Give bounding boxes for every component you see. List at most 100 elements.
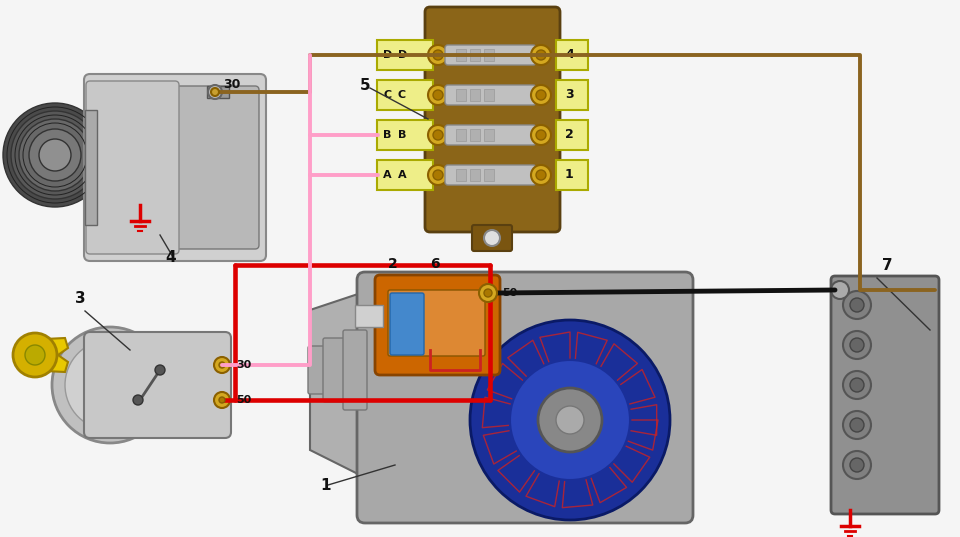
FancyBboxPatch shape <box>166 86 259 249</box>
FancyBboxPatch shape <box>357 272 693 523</box>
Circle shape <box>52 327 168 443</box>
Text: B: B <box>383 130 392 140</box>
FancyBboxPatch shape <box>343 330 367 410</box>
Bar <box>456 169 466 181</box>
Circle shape <box>19 119 91 191</box>
Bar <box>484 169 494 181</box>
Polygon shape <box>310 290 370 480</box>
FancyBboxPatch shape <box>323 338 347 402</box>
FancyBboxPatch shape <box>556 40 588 70</box>
FancyBboxPatch shape <box>308 346 332 394</box>
Circle shape <box>214 392 230 408</box>
Circle shape <box>850 338 864 352</box>
FancyBboxPatch shape <box>375 275 500 375</box>
Bar <box>456 89 466 101</box>
Circle shape <box>3 103 107 207</box>
FancyBboxPatch shape <box>556 80 588 110</box>
Text: 3: 3 <box>75 291 85 306</box>
Circle shape <box>433 50 443 60</box>
Circle shape <box>214 357 230 373</box>
Circle shape <box>843 331 871 359</box>
FancyBboxPatch shape <box>84 332 231 438</box>
Circle shape <box>428 85 448 105</box>
Circle shape <box>11 111 99 199</box>
Circle shape <box>531 125 551 145</box>
FancyBboxPatch shape <box>445 45 536 65</box>
Bar <box>470 49 480 61</box>
Circle shape <box>39 139 71 171</box>
Circle shape <box>479 284 497 302</box>
FancyBboxPatch shape <box>84 74 266 261</box>
Bar <box>484 89 494 101</box>
FancyBboxPatch shape <box>86 81 179 254</box>
Circle shape <box>433 170 443 180</box>
Bar <box>470 89 480 101</box>
Circle shape <box>843 371 871 399</box>
Circle shape <box>850 458 864 472</box>
Bar <box>484 129 494 141</box>
Text: A: A <box>398 170 407 180</box>
Circle shape <box>850 418 864 432</box>
FancyBboxPatch shape <box>472 225 512 251</box>
FancyBboxPatch shape <box>377 120 433 150</box>
Text: 6: 6 <box>430 257 440 271</box>
Text: D: D <box>383 50 393 60</box>
Circle shape <box>531 85 551 105</box>
FancyBboxPatch shape <box>377 80 433 110</box>
FancyBboxPatch shape <box>390 293 424 355</box>
Bar <box>484 49 494 61</box>
Circle shape <box>556 406 584 434</box>
Circle shape <box>133 395 143 405</box>
Circle shape <box>484 289 492 297</box>
Circle shape <box>470 320 670 520</box>
Circle shape <box>428 125 448 145</box>
Circle shape <box>211 88 219 96</box>
Text: 7: 7 <box>882 258 893 273</box>
Circle shape <box>219 397 225 403</box>
Circle shape <box>850 298 864 312</box>
FancyBboxPatch shape <box>556 160 588 190</box>
FancyBboxPatch shape <box>445 85 536 105</box>
Circle shape <box>850 378 864 392</box>
Bar <box>470 129 480 141</box>
Text: 5: 5 <box>360 78 371 93</box>
FancyBboxPatch shape <box>831 276 939 514</box>
Circle shape <box>531 45 551 65</box>
Circle shape <box>29 129 81 181</box>
Circle shape <box>536 90 546 100</box>
FancyBboxPatch shape <box>377 160 433 190</box>
Circle shape <box>843 411 871 439</box>
Circle shape <box>25 345 45 365</box>
FancyBboxPatch shape <box>445 165 536 185</box>
Circle shape <box>155 365 165 375</box>
Text: 4: 4 <box>565 48 574 62</box>
Bar <box>456 49 466 61</box>
Text: 50: 50 <box>502 288 517 298</box>
Circle shape <box>428 165 448 185</box>
Bar <box>207 86 229 98</box>
Text: A: A <box>383 170 392 180</box>
Polygon shape <box>20 338 68 372</box>
Circle shape <box>428 45 448 65</box>
Text: 1: 1 <box>320 478 330 493</box>
Text: 30: 30 <box>223 78 240 91</box>
Circle shape <box>510 360 630 480</box>
Circle shape <box>536 170 546 180</box>
Circle shape <box>531 165 551 185</box>
Circle shape <box>208 85 222 99</box>
Circle shape <box>536 50 546 60</box>
Circle shape <box>484 230 500 246</box>
FancyBboxPatch shape <box>425 7 560 232</box>
Circle shape <box>65 340 155 430</box>
Text: B: B <box>398 130 406 140</box>
FancyBboxPatch shape <box>377 40 433 70</box>
Bar <box>470 169 480 181</box>
Circle shape <box>219 362 225 368</box>
Circle shape <box>13 333 57 377</box>
Text: 1: 1 <box>565 169 574 182</box>
Text: 4: 4 <box>165 250 176 265</box>
Circle shape <box>536 130 546 140</box>
Circle shape <box>433 90 443 100</box>
Bar <box>355 305 383 327</box>
Bar <box>85 110 97 225</box>
